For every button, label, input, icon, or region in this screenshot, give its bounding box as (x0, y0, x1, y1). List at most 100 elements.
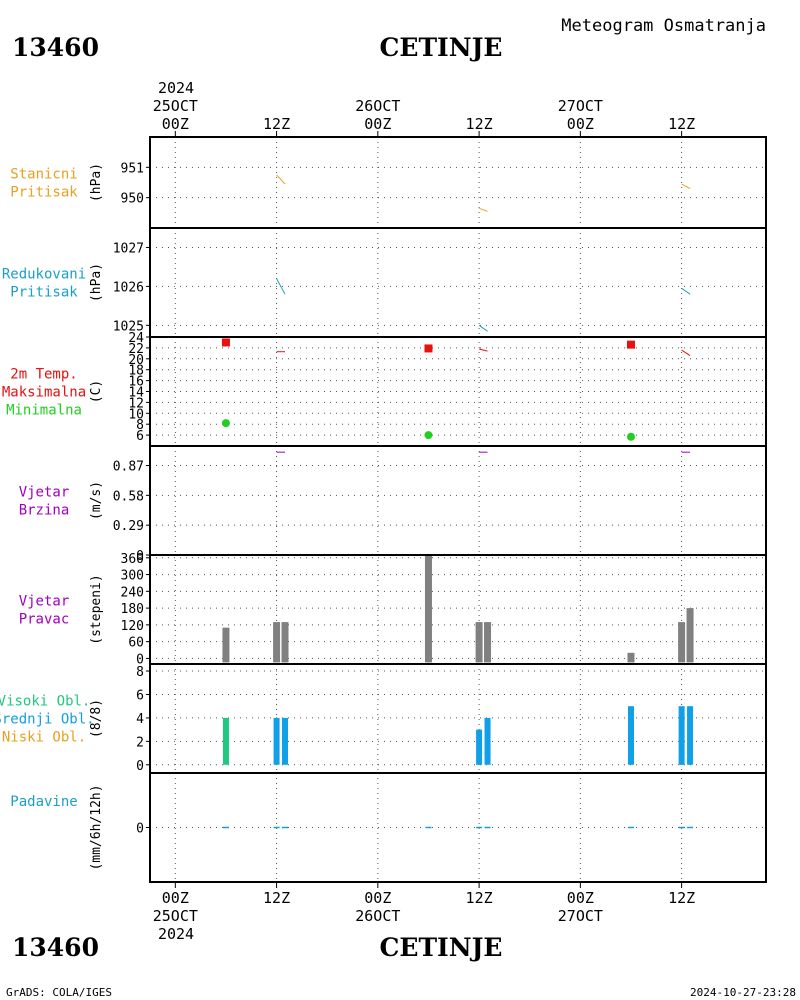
y-tick-label: 1025 (113, 319, 144, 334)
panel-label: Pritisak (10, 285, 78, 301)
hour-label: 12Z (263, 889, 290, 907)
date-label: 25OCT (153, 97, 198, 115)
y-tick-label: 0 (136, 759, 144, 774)
wind-dir-bar (281, 622, 289, 663)
station-name-bottom: CETINJE (380, 933, 503, 962)
footer-right: 2024-10-27-23:28 (690, 986, 796, 999)
panel-label: Maksimalna (2, 385, 86, 401)
panel-label: 2m Temp. (10, 367, 77, 383)
y-tick-label: 0.29 (113, 519, 144, 534)
min-temp-marker (221, 419, 230, 428)
date-label: 26OCT (355, 97, 400, 115)
series-line (681, 183, 691, 190)
y-tick-label: 180 (121, 602, 144, 617)
panel-label: Padavine (10, 794, 77, 810)
panel-reduced-pressure: 1025 1026 1027 (hPa)Redukovani Pritisak (2, 227, 767, 338)
station-id-top: 13460 (12, 33, 99, 62)
y-axis-label: (hPa) (89, 163, 104, 202)
panel-frame (149, 227, 767, 338)
y-axis-label: (stepeni) (89, 574, 104, 644)
y-tick-label: 6 (136, 429, 144, 444)
y-axis-label: (8/8) (89, 699, 104, 738)
bottom-year-label: 2024 (158, 925, 194, 943)
y-tick-label: 0.58 (113, 489, 144, 504)
wind-dir-bar (678, 622, 686, 663)
hour-label: 00Z (364, 889, 391, 907)
panel-wind-speed: 0 0.29 0.58 0.87 (m/s) Vjetar Brzina (19, 445, 767, 564)
max-temp-marker (424, 344, 433, 353)
series-line (478, 348, 488, 352)
mid-cloud-bar (484, 717, 491, 765)
hour-label: 00Z (162, 889, 189, 907)
y-tick-label: 0 (136, 822, 144, 837)
hour-label: 00Z (162, 115, 189, 133)
wind-dir-bar (686, 608, 694, 663)
panel-label: Vjetar (19, 594, 70, 610)
series-line (478, 207, 488, 212)
y-axis-label: (hPa) (89, 263, 104, 302)
wind-dir-bar (475, 622, 483, 663)
mid-cloud-bar (687, 706, 694, 765)
wind-dir-bar (627, 652, 635, 663)
hour-label: 00Z (567, 889, 594, 907)
panel-label: Visoki Obl. (0, 694, 90, 710)
y-tick-label: 10 (128, 407, 144, 422)
mid-cloud-bar (476, 729, 483, 765)
panel-label: Stanicni (10, 167, 77, 183)
meteogram-title: Meteogram Osmatranja (561, 16, 766, 36)
series-line (276, 174, 286, 185)
y-tick-label: 22 (128, 342, 144, 357)
y-tick-label: 16 (128, 375, 144, 390)
mid-cloud-bar (273, 717, 280, 765)
panel-frame (149, 336, 767, 447)
date-label: 27OCT (558, 907, 603, 925)
wind-dir-bar (424, 555, 432, 663)
hour-label: 12Z (668, 115, 695, 133)
date-label: 27OCT (558, 97, 603, 115)
min-temp-marker (626, 432, 635, 441)
station-id-bottom: 13460 (12, 933, 99, 962)
panels-group: 950 951 (hPa) Stanicni Pritisak 1025 1026 1027 (… (0, 136, 767, 883)
panel-label: Pravac (19, 612, 70, 628)
series-line (478, 324, 488, 332)
series-line (681, 287, 691, 295)
y-tick-label: 12 (128, 396, 144, 411)
panel-label: Pritisak (10, 185, 78, 201)
y-tick-label: 1027 (113, 241, 144, 256)
panel-label: Brzina (19, 503, 70, 519)
date-label: 25OCT (153, 907, 198, 925)
panel-label: Minimalna (6, 403, 82, 419)
wind-dir-bar (222, 627, 230, 663)
panel-frame (149, 445, 767, 556)
hour-label: 12Z (466, 889, 493, 907)
mid-cloud-bar (627, 706, 634, 765)
panel-precipitation: 0 (mm/6h/12h) Padavine (10, 772, 767, 883)
max-temp-marker (221, 338, 230, 347)
max-temp-marker (626, 340, 635, 349)
footer-left: GrADS: COLA/IGES (6, 986, 112, 999)
panel-frame (149, 554, 767, 665)
y-tick-label: 8 (136, 418, 144, 433)
mid-cloud-bar (282, 717, 289, 765)
hour-label: 00Z (364, 115, 391, 133)
y-tick-label: 951 (121, 161, 144, 176)
series-line (681, 349, 691, 356)
y-tick-label: 8 (136, 665, 144, 680)
panel-frame (149, 663, 767, 774)
y-tick-label: 60 (128, 636, 144, 651)
wind-dir-bar (484, 622, 492, 663)
y-tick-label: 950 (121, 192, 144, 207)
y-axis-label: (C) (89, 380, 104, 403)
date-label: 26OCT (355, 907, 400, 925)
y-tick-label: 1026 (113, 280, 144, 295)
y-tick-label: 240 (121, 585, 144, 600)
hour-label: 00Z (567, 115, 594, 133)
y-tick-label: 18 (128, 364, 144, 379)
high-cloud-bar (222, 717, 229, 765)
y-tick-label: 4 (136, 712, 144, 727)
